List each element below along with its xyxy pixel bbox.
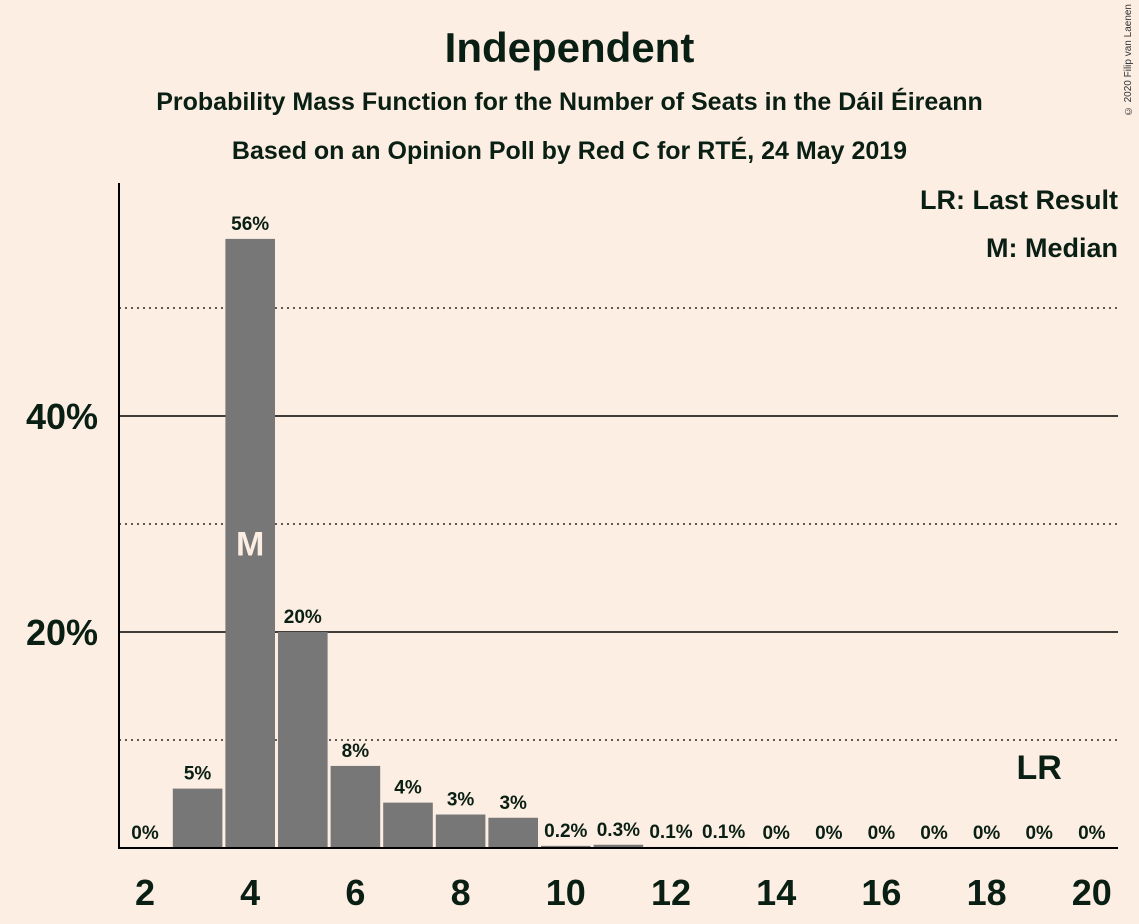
bar-value-label: 0.2% <box>544 821 587 842</box>
bar-value-label: 0% <box>868 823 896 844</box>
legend-last-result: LR: Last Result <box>920 185 1118 215</box>
x-tick-label: 14 <box>756 872 796 913</box>
bar-value-label: 0.1% <box>702 822 745 843</box>
chart-subtitle: Probability Mass Function for the Number… <box>156 88 983 116</box>
x-tick-label: 2 <box>135 872 155 913</box>
bar-value-label: 4% <box>394 778 422 799</box>
bar-value-label: 0.1% <box>649 822 692 843</box>
y-tick-label: 40% <box>26 396 98 437</box>
bar-value-label: 0% <box>973 823 1001 844</box>
chart-source: Based on an Opinion Poll by Red C for RT… <box>231 137 908 165</box>
x-tick-label: 10 <box>546 872 586 913</box>
bar <box>593 844 644 848</box>
bar-value-label: 56% <box>231 214 269 235</box>
bar <box>541 845 591 848</box>
bar-value-label: 8% <box>342 741 370 762</box>
x-tick-label: 18 <box>967 872 1007 913</box>
x-tick-label: 20 <box>1072 872 1112 913</box>
bar <box>172 788 223 848</box>
x-tick-label: 4 <box>240 872 260 913</box>
bar-value-label: 0% <box>920 823 948 844</box>
bar-value-label: 0% <box>131 823 159 844</box>
x-tick-label: 16 <box>861 872 901 913</box>
bar-value-label: 20% <box>284 607 322 628</box>
last-result-marker: LR <box>1017 749 1062 787</box>
y-tick-label: 20% <box>26 612 98 653</box>
bar-value-label: 0% <box>815 823 843 844</box>
bar-value-label: 0% <box>1025 823 1053 844</box>
bar <box>383 802 433 848</box>
bar-value-label: 0.3% <box>597 820 640 841</box>
bar <box>278 632 328 848</box>
x-tick-label: 8 <box>451 872 471 913</box>
chart-title: Independent <box>444 24 695 71</box>
bar <box>435 814 486 848</box>
bar-value-label: 3% <box>447 790 475 811</box>
bar-value-label: 0% <box>762 823 790 844</box>
median-marker: M <box>236 525 264 563</box>
bar <box>330 765 381 848</box>
x-tick-label: 12 <box>651 872 691 913</box>
bar <box>225 238 275 848</box>
bar-value-label: 5% <box>184 764 212 785</box>
x-tick-label: 6 <box>345 872 365 913</box>
bar-value-label: 0% <box>1078 823 1106 844</box>
bar-value-label: 3% <box>499 793 527 814</box>
legend-median: M: Median <box>986 233 1118 263</box>
bar <box>488 817 538 848</box>
